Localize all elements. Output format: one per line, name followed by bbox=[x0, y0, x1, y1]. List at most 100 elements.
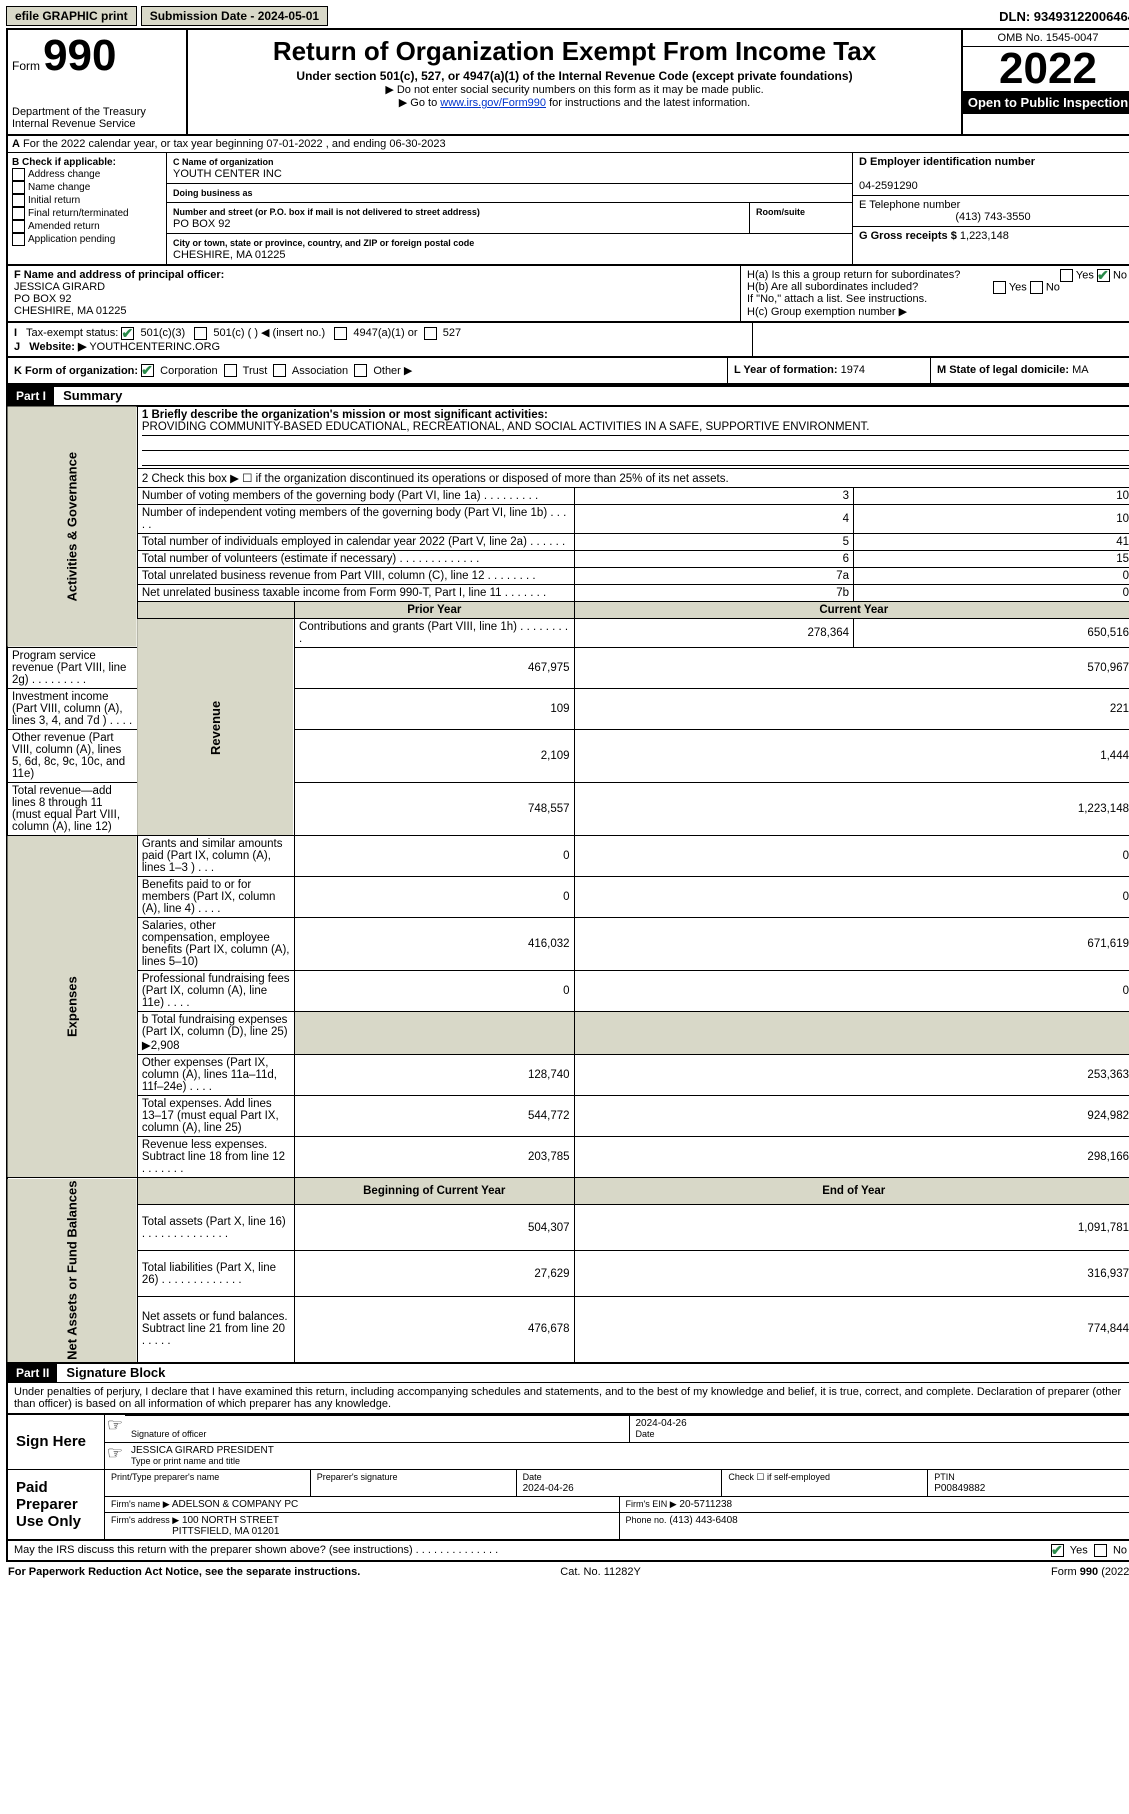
chk-501c[interactable] bbox=[194, 327, 207, 340]
hb-note: If "No," attach a list. See instructions… bbox=[747, 293, 1127, 305]
tax-exempt-label: Tax-exempt status: bbox=[26, 327, 118, 339]
side-net-assets: Net Assets or Fund Balances bbox=[7, 1178, 137, 1363]
officer-addr2: CHESHIRE, MA 01225 bbox=[14, 305, 127, 317]
firm-addr1: 100 NORTH STREET bbox=[182, 1515, 279, 1526]
org-city: CHESHIRE, MA 01225 bbox=[173, 249, 286, 261]
ha-no[interactable] bbox=[1097, 269, 1110, 282]
chk-amended[interactable] bbox=[12, 220, 25, 233]
efile-button[interactable]: efile GRAPHIC print bbox=[6, 6, 137, 26]
chk-other[interactable] bbox=[354, 364, 367, 377]
discuss-text: May the IRS discuss this return with the… bbox=[14, 1544, 498, 1557]
side-governance: Activities & Governance bbox=[7, 406, 137, 648]
hb-yes[interactable] bbox=[993, 281, 1006, 294]
sig-name: JESSICA GIRARD PRESIDENT bbox=[131, 1445, 274, 1456]
chk-address[interactable] bbox=[12, 168, 25, 181]
chk-name[interactable] bbox=[12, 181, 25, 194]
part2-title: Signature Block bbox=[66, 1365, 165, 1380]
state-domicile: MA bbox=[1072, 364, 1089, 376]
footer-left: For Paperwork Reduction Act Notice, see … bbox=[8, 1566, 360, 1578]
website-value: YOUTHCENTERINC.ORG bbox=[89, 341, 220, 353]
period-row: A For the 2022 calendar year, or tax yea… bbox=[6, 136, 1129, 153]
summary-table: Activities & Governance 1 Briefly descri… bbox=[6, 405, 1129, 1363]
klm-grid: K Form of organization: Corporation Trus… bbox=[6, 358, 1129, 386]
officer-name: JESSICA GIRARD bbox=[14, 281, 105, 293]
discuss-yes[interactable] bbox=[1051, 1544, 1064, 1557]
line2-text: 2 Check this box ▶ ☐ if the organization… bbox=[137, 469, 1129, 488]
sig-date: 2024-04-26 bbox=[636, 1418, 687, 1429]
chk-501c3[interactable] bbox=[121, 327, 134, 340]
top-bar: efile GRAPHIC print Submission Date - 20… bbox=[6, 6, 1129, 26]
header-center: Return of Organization Exempt From Incom… bbox=[188, 30, 961, 134]
chk-4947[interactable] bbox=[334, 327, 347, 340]
box-h: H(a) Is this a group return for subordin… bbox=[741, 266, 1129, 321]
org-name: YOUTH CENTER INC bbox=[173, 168, 282, 180]
gross-value: 1,223,148 bbox=[960, 230, 1009, 242]
footer-mid: Cat. No. 11282Y bbox=[560, 1566, 641, 1578]
form-header: Form 990 Department of the Treasury Inte… bbox=[6, 28, 1129, 136]
sign-here-label: Sign Here bbox=[8, 1415, 105, 1469]
box-c: C Name of organization YOUTH CENTER INC … bbox=[167, 153, 853, 264]
part1-bar: Part I Summary bbox=[6, 385, 1129, 405]
org-address: PO BOX 92 bbox=[173, 218, 230, 230]
phone-label: E Telephone number bbox=[859, 199, 960, 211]
prep-date: 2024-04-26 bbox=[523, 1483, 574, 1494]
inspection-label: Open to Public Inspection bbox=[963, 91, 1129, 114]
chk-assoc[interactable] bbox=[273, 364, 286, 377]
firm-ein: 20-5711238 bbox=[679, 1499, 732, 1510]
part1-title: Summary bbox=[63, 388, 122, 403]
hb-no[interactable] bbox=[1030, 281, 1043, 294]
form-subtitle: Under section 501(c), 527, or 4947(a)(1)… bbox=[192, 69, 957, 83]
firm-addr2: PITTSFIELD, MA 01201 bbox=[172, 1526, 279, 1537]
chk-final[interactable] bbox=[12, 207, 25, 220]
self-employed-check[interactable]: Check ☐ if self-employed bbox=[728, 1472, 830, 1482]
hc-label: H(c) Group exemption number ▶ bbox=[747, 305, 1127, 318]
sig-officer-label: Signature of officer bbox=[131, 1429, 206, 1439]
header-right: OMB No. 1545-0047 2022 Open to Public In… bbox=[961, 30, 1129, 134]
box-b: B Check if applicable: Address change Na… bbox=[8, 153, 167, 264]
chk-corp[interactable] bbox=[141, 364, 154, 377]
box-b-label: B Check if applicable: bbox=[12, 157, 116, 168]
org-name-label: C Name of organization bbox=[173, 157, 274, 167]
form-note1: ▶ Do not enter social security numbers o… bbox=[192, 83, 957, 96]
year-formation: 1974 bbox=[841, 364, 865, 376]
period-text: For the 2022 calendar year, or tax year … bbox=[23, 138, 446, 150]
box-deg: D Employer identification number 04-2591… bbox=[853, 153, 1129, 264]
irs-label: Internal Revenue Service bbox=[12, 118, 182, 130]
dln-text: DLN: 93493122006464 bbox=[999, 9, 1129, 24]
end-year-hdr: End of Year bbox=[574, 1178, 1129, 1205]
chk-initial[interactable] bbox=[12, 194, 25, 207]
entity-grid: B Check if applicable: Address change Na… bbox=[6, 153, 1129, 266]
ptin-value: P00849882 bbox=[934, 1483, 985, 1494]
chk-527[interactable] bbox=[424, 327, 437, 340]
irs-link[interactable]: www.irs.gov/Form990 bbox=[440, 97, 546, 109]
prior-year-hdr: Prior Year bbox=[295, 602, 575, 619]
discuss-no[interactable] bbox=[1094, 1544, 1107, 1557]
form-note2: ▶ Go to www.irs.gov/Form990 for instruct… bbox=[192, 96, 957, 109]
discuss-row: May the IRS discuss this return with the… bbox=[6, 1541, 1129, 1562]
dba-label: Doing business as bbox=[173, 188, 253, 198]
dept-treasury: Department of the Treasury bbox=[12, 106, 182, 118]
box-f: F Name and address of principal officer:… bbox=[8, 266, 741, 321]
submission-button[interactable]: Submission Date - 2024-05-01 bbox=[141, 6, 328, 26]
gross-label: G Gross receipts $ bbox=[859, 230, 957, 242]
officer-addr1: PO BOX 92 bbox=[14, 293, 71, 305]
firm-name: ADELSON & COMPANY PC bbox=[172, 1499, 298, 1510]
tax-year: 2022 bbox=[963, 47, 1129, 91]
fh-grid: F Name and address of principal officer:… bbox=[6, 266, 1129, 323]
addr-label: Number and street (or P.O. box if mail i… bbox=[173, 207, 480, 217]
chk-trust[interactable] bbox=[224, 364, 237, 377]
city-label: City or town, state or province, country… bbox=[173, 238, 474, 248]
website-label: Website: ▶ bbox=[29, 341, 86, 353]
chk-pending[interactable] bbox=[12, 233, 25, 246]
footer-right: Form 990 (2022) bbox=[1051, 1566, 1129, 1578]
box-m: M State of legal domicile: MA bbox=[930, 358, 1129, 384]
line16b: b Total fundraising expenses (Part IX, c… bbox=[137, 1012, 294, 1055]
header-left: Form 990 Department of the Treasury Inte… bbox=[8, 30, 188, 134]
page-footer: For Paperwork Reduction Act Notice, see … bbox=[6, 1562, 1129, 1582]
hb-label: H(b) Are all subordinates included? bbox=[747, 281, 918, 293]
signature-block: Sign Here ☞ Signature of officer 2024-04… bbox=[6, 1415, 1129, 1541]
penalty-text: Under penalties of perjury, I declare th… bbox=[6, 1382, 1129, 1415]
part2-header: Part II bbox=[8, 1364, 57, 1382]
ha-yes[interactable] bbox=[1060, 269, 1073, 282]
k-label: K Form of organization: bbox=[14, 365, 138, 377]
